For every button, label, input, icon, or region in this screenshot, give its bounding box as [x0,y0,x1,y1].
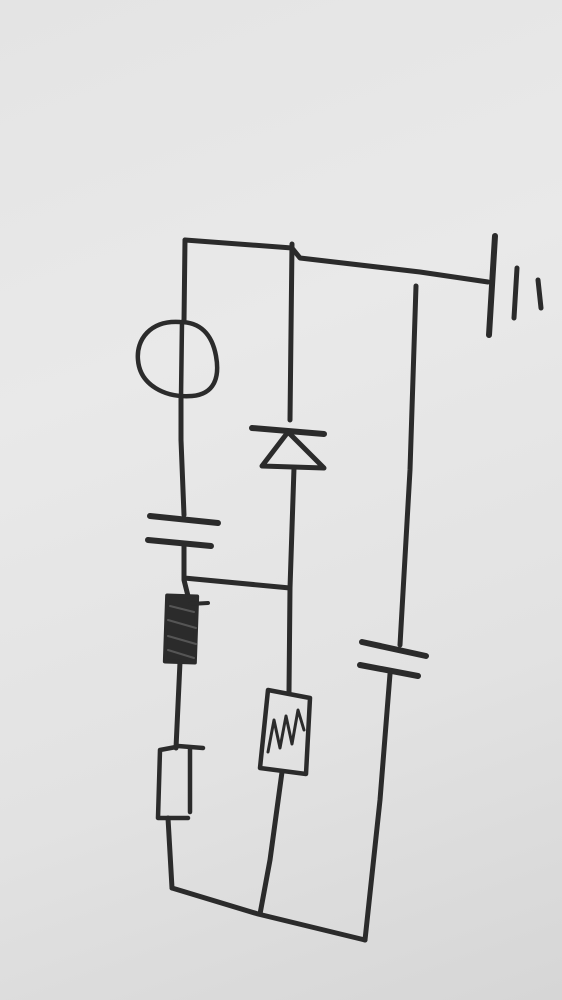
wire-middle-bottom [257,769,285,917]
wire-middle-mid [286,465,297,695]
wire-bottom [169,885,368,943]
capacitor-right-icon [357,639,429,679]
ac-source-icon [135,319,220,401]
wire-right-bottom [362,671,393,943]
wire-left-mid [178,395,187,518]
diode-icon [249,425,327,471]
wire-junction-horizontal [181,575,293,591]
ink-strokes [135,233,544,943]
wire-middle-top [287,241,295,423]
ground-icon [486,233,544,338]
resistor-left-icon [155,743,206,821]
wire-top [182,237,491,285]
capacitor-left-icon [145,513,221,549]
wire-right-top [397,283,419,648]
inductor-icon [162,593,210,665]
wire-left-bottom [165,815,175,891]
coil-resistor-icon [257,687,313,777]
wire-left-junction [181,543,191,599]
wire-left-lower [173,659,183,751]
wire-left-top [181,237,188,325]
